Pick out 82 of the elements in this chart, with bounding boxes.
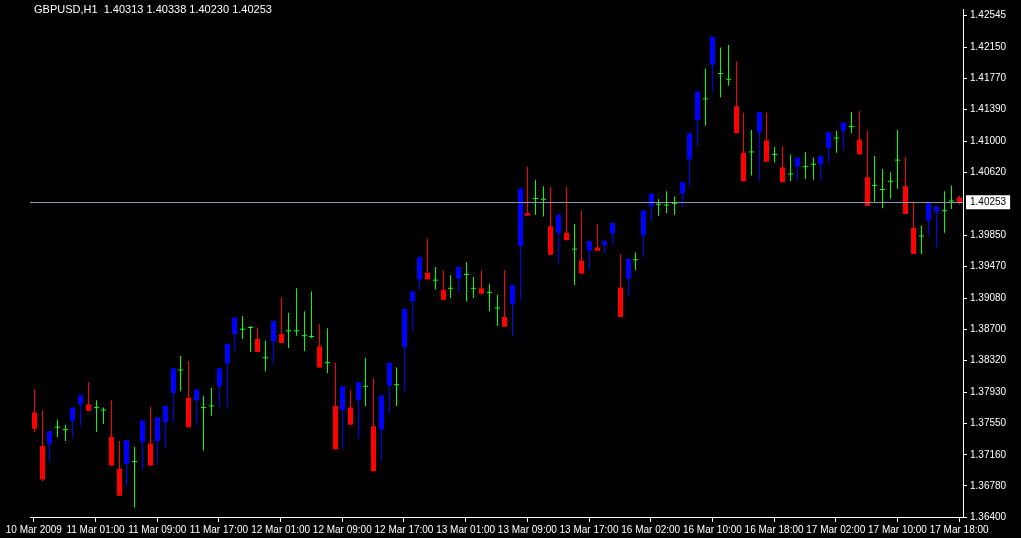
y-tick-label: 1.39080: [970, 291, 1007, 303]
candlestick: [726, 44, 731, 86]
candlestick: [664, 191, 669, 214]
ref-line-label: 1.40253: [970, 196, 1007, 208]
x-tick-label: 10 Mar 2009: [5, 523, 63, 535]
candlestick: [942, 191, 947, 233]
y-tick-label: 1.41770: [970, 72, 1007, 84]
candlestick: [101, 407, 106, 424]
y-tick-label: 1.39470: [970, 260, 1007, 272]
chart-title: GBPUSD,H1 1.40313 1.40338 1.40230 1.40253: [34, 3, 272, 15]
x-tick-label: 13 Mar 01:00: [436, 523, 496, 535]
candlestick: [525, 166, 530, 216]
candlestick: [749, 129, 754, 176]
candlestick: [811, 157, 816, 180]
candlestick: [394, 367, 399, 406]
candlestick: [294, 288, 299, 336]
x-tick-label: 11 Mar 01:00: [66, 523, 126, 535]
y-tick-label: 1.42545: [970, 8, 1007, 20]
candlestick: [63, 424, 68, 442]
candlestick: [633, 252, 638, 271]
candlestick: [209, 387, 214, 416]
y-tick-label: 1.38320: [970, 353, 1007, 365]
candlestick: [433, 267, 438, 290]
x-tick-label: 13 Mar 17:00: [559, 523, 619, 535]
y-tick-label: 1.41390: [970, 103, 1007, 115]
x-tick-label: 16 Mar 02:00: [621, 523, 681, 535]
candlestick: [872, 156, 877, 202]
candlestick: [132, 446, 137, 508]
y-tick-label: 1.41000: [970, 135, 1007, 147]
candlestick: [572, 223, 577, 286]
y-tick-label: 1.37550: [970, 416, 1007, 428]
candlestick: [325, 328, 330, 374]
candlestick: [464, 262, 469, 302]
candlestick: [533, 179, 538, 215]
candlestick: [309, 291, 314, 339]
candlestick: [803, 151, 808, 179]
candlestick: [487, 284, 492, 312]
candlestick: [656, 199, 661, 216]
y-tick-label: 1.42150: [970, 41, 1007, 53]
candlestick: [495, 294, 500, 326]
x-tick-label: 11 Mar 17:00: [189, 523, 249, 535]
candlestick: [240, 316, 245, 339]
candlestick: [772, 147, 777, 163]
candlestick: [880, 169, 885, 209]
candlestick: [888, 172, 893, 199]
candlestick: [919, 225, 924, 255]
candlestick: [471, 276, 476, 299]
x-tick-label: 17 Mar 10:00: [867, 523, 928, 535]
candlestick: [703, 68, 708, 126]
x-tick-label: 11 Mar 09:00: [128, 523, 187, 535]
y-tick-label: 1.36780: [970, 479, 1007, 491]
candlestick: [178, 356, 183, 392]
candlestick: [286, 312, 291, 348]
candlestick: [849, 111, 854, 134]
candlestick: [302, 311, 307, 352]
y-tick-label: 1.39850: [970, 228, 1007, 240]
candlestick: [788, 154, 793, 182]
candlestick: [55, 419, 60, 437]
candlestick: [448, 275, 453, 299]
candlestick: [834, 130, 839, 153]
candlestick: [541, 186, 546, 217]
candlestick: [263, 340, 268, 372]
x-tick-label: 16 Mar 18:00: [744, 523, 804, 535]
candlestick: [201, 396, 206, 451]
y-tick-label: 1.37930: [970, 385, 1007, 397]
candlestick: [718, 47, 723, 98]
x-tick-label: 16 Mar 10:00: [682, 523, 743, 535]
x-tick-label: 17 Mar 18:00: [929, 523, 990, 535]
candlestick: [248, 325, 253, 353]
x-tick-label: 12 Mar 09:00: [312, 523, 373, 535]
y-tick-label: 1.36400: [970, 510, 1007, 522]
x-tick-label: 13 Mar 09:00: [497, 523, 558, 535]
x-tick-label: 12 Mar 17:00: [374, 523, 434, 535]
candlestick: [363, 357, 368, 406]
y-tick-label: 1.40620: [970, 166, 1007, 178]
candlestick: [895, 129, 900, 189]
x-tick-label: 17 Mar 02:00: [806, 523, 866, 535]
y-tick-label: 1.38700: [970, 322, 1007, 334]
y-tick-label: 1.37160: [970, 448, 1007, 460]
candlestick: [949, 185, 954, 210]
x-tick-label: 12 Mar 01:00: [251, 523, 311, 535]
candlestick: [94, 400, 99, 433]
